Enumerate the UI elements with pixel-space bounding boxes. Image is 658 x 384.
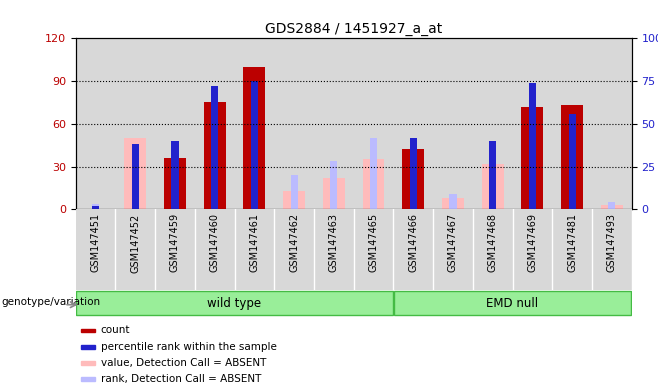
Text: value, Detection Call = ABSENT: value, Detection Call = ABSENT <box>101 358 266 368</box>
Bar <box>124 138 146 209</box>
Bar <box>92 204 99 209</box>
Text: GSM147451: GSM147451 <box>91 214 101 272</box>
Bar <box>323 178 345 209</box>
Bar <box>449 194 457 209</box>
Bar <box>251 81 258 209</box>
Bar <box>354 209 393 290</box>
Bar <box>243 67 265 209</box>
Text: GSM147469: GSM147469 <box>528 214 538 272</box>
Bar <box>393 209 433 290</box>
Bar <box>354 38 393 209</box>
Bar <box>433 209 473 290</box>
Bar <box>561 105 583 209</box>
Bar <box>274 38 314 209</box>
Title: GDS2884 / 1451927_a_at: GDS2884 / 1451927_a_at <box>265 22 442 36</box>
Text: GSM147461: GSM147461 <box>249 214 259 272</box>
Bar <box>155 38 195 209</box>
Bar <box>155 209 195 290</box>
Bar <box>195 38 234 209</box>
Bar <box>569 114 576 209</box>
Bar <box>489 148 496 209</box>
Text: count: count <box>101 326 130 336</box>
Text: GSM147452: GSM147452 <box>130 214 140 273</box>
Bar <box>330 161 338 209</box>
Text: genotype/variation: genotype/variation <box>1 297 101 307</box>
Text: EMD null: EMD null <box>486 297 539 310</box>
Bar <box>473 209 513 290</box>
Bar <box>601 205 622 209</box>
Bar <box>402 149 424 209</box>
Bar <box>529 83 536 209</box>
Bar <box>204 103 226 209</box>
Bar <box>92 206 99 209</box>
Bar <box>592 209 632 290</box>
Bar <box>195 209 234 290</box>
Bar <box>513 209 552 290</box>
Bar <box>552 209 592 290</box>
Text: GSM147468: GSM147468 <box>488 214 497 272</box>
Bar <box>410 137 417 209</box>
Bar <box>489 141 496 209</box>
Bar <box>552 38 592 209</box>
Text: rank, Detection Call = ABSENT: rank, Detection Call = ABSENT <box>101 374 261 384</box>
Bar <box>115 209 155 290</box>
Bar <box>164 158 186 209</box>
Bar <box>433 38 473 209</box>
Text: GSM147493: GSM147493 <box>607 214 617 272</box>
Bar <box>592 38 632 209</box>
Bar <box>513 38 552 209</box>
Text: GSM147463: GSM147463 <box>329 214 339 272</box>
Bar <box>76 38 115 209</box>
Bar <box>76 209 115 290</box>
Bar <box>314 209 354 290</box>
Bar <box>211 86 218 209</box>
Text: GSM147467: GSM147467 <box>448 214 458 272</box>
Bar <box>608 202 615 209</box>
Bar <box>81 361 95 365</box>
Text: GSM147462: GSM147462 <box>289 214 299 272</box>
Bar <box>283 191 305 209</box>
Bar <box>132 144 139 209</box>
Text: wild type: wild type <box>207 297 262 310</box>
Bar <box>473 38 513 209</box>
Bar <box>274 209 314 290</box>
Bar <box>81 377 95 381</box>
Text: GSM147465: GSM147465 <box>368 214 378 272</box>
Bar <box>522 107 544 209</box>
Bar <box>393 38 433 209</box>
Text: GSM147481: GSM147481 <box>567 214 577 272</box>
Bar <box>394 291 631 316</box>
Bar <box>482 164 503 209</box>
Text: GSM147460: GSM147460 <box>210 214 220 272</box>
Bar <box>115 38 155 209</box>
Bar <box>76 291 393 316</box>
Bar <box>314 38 354 209</box>
Bar <box>171 141 178 209</box>
Text: GSM147459: GSM147459 <box>170 214 180 272</box>
Bar <box>363 159 384 209</box>
Bar <box>234 38 274 209</box>
Bar <box>234 209 274 290</box>
Bar <box>81 329 95 333</box>
Text: percentile rank within the sample: percentile rank within the sample <box>101 342 276 352</box>
Bar <box>291 175 297 209</box>
Text: GSM147466: GSM147466 <box>408 214 418 272</box>
Bar <box>442 198 464 209</box>
Bar <box>370 137 377 209</box>
Bar <box>81 345 95 349</box>
